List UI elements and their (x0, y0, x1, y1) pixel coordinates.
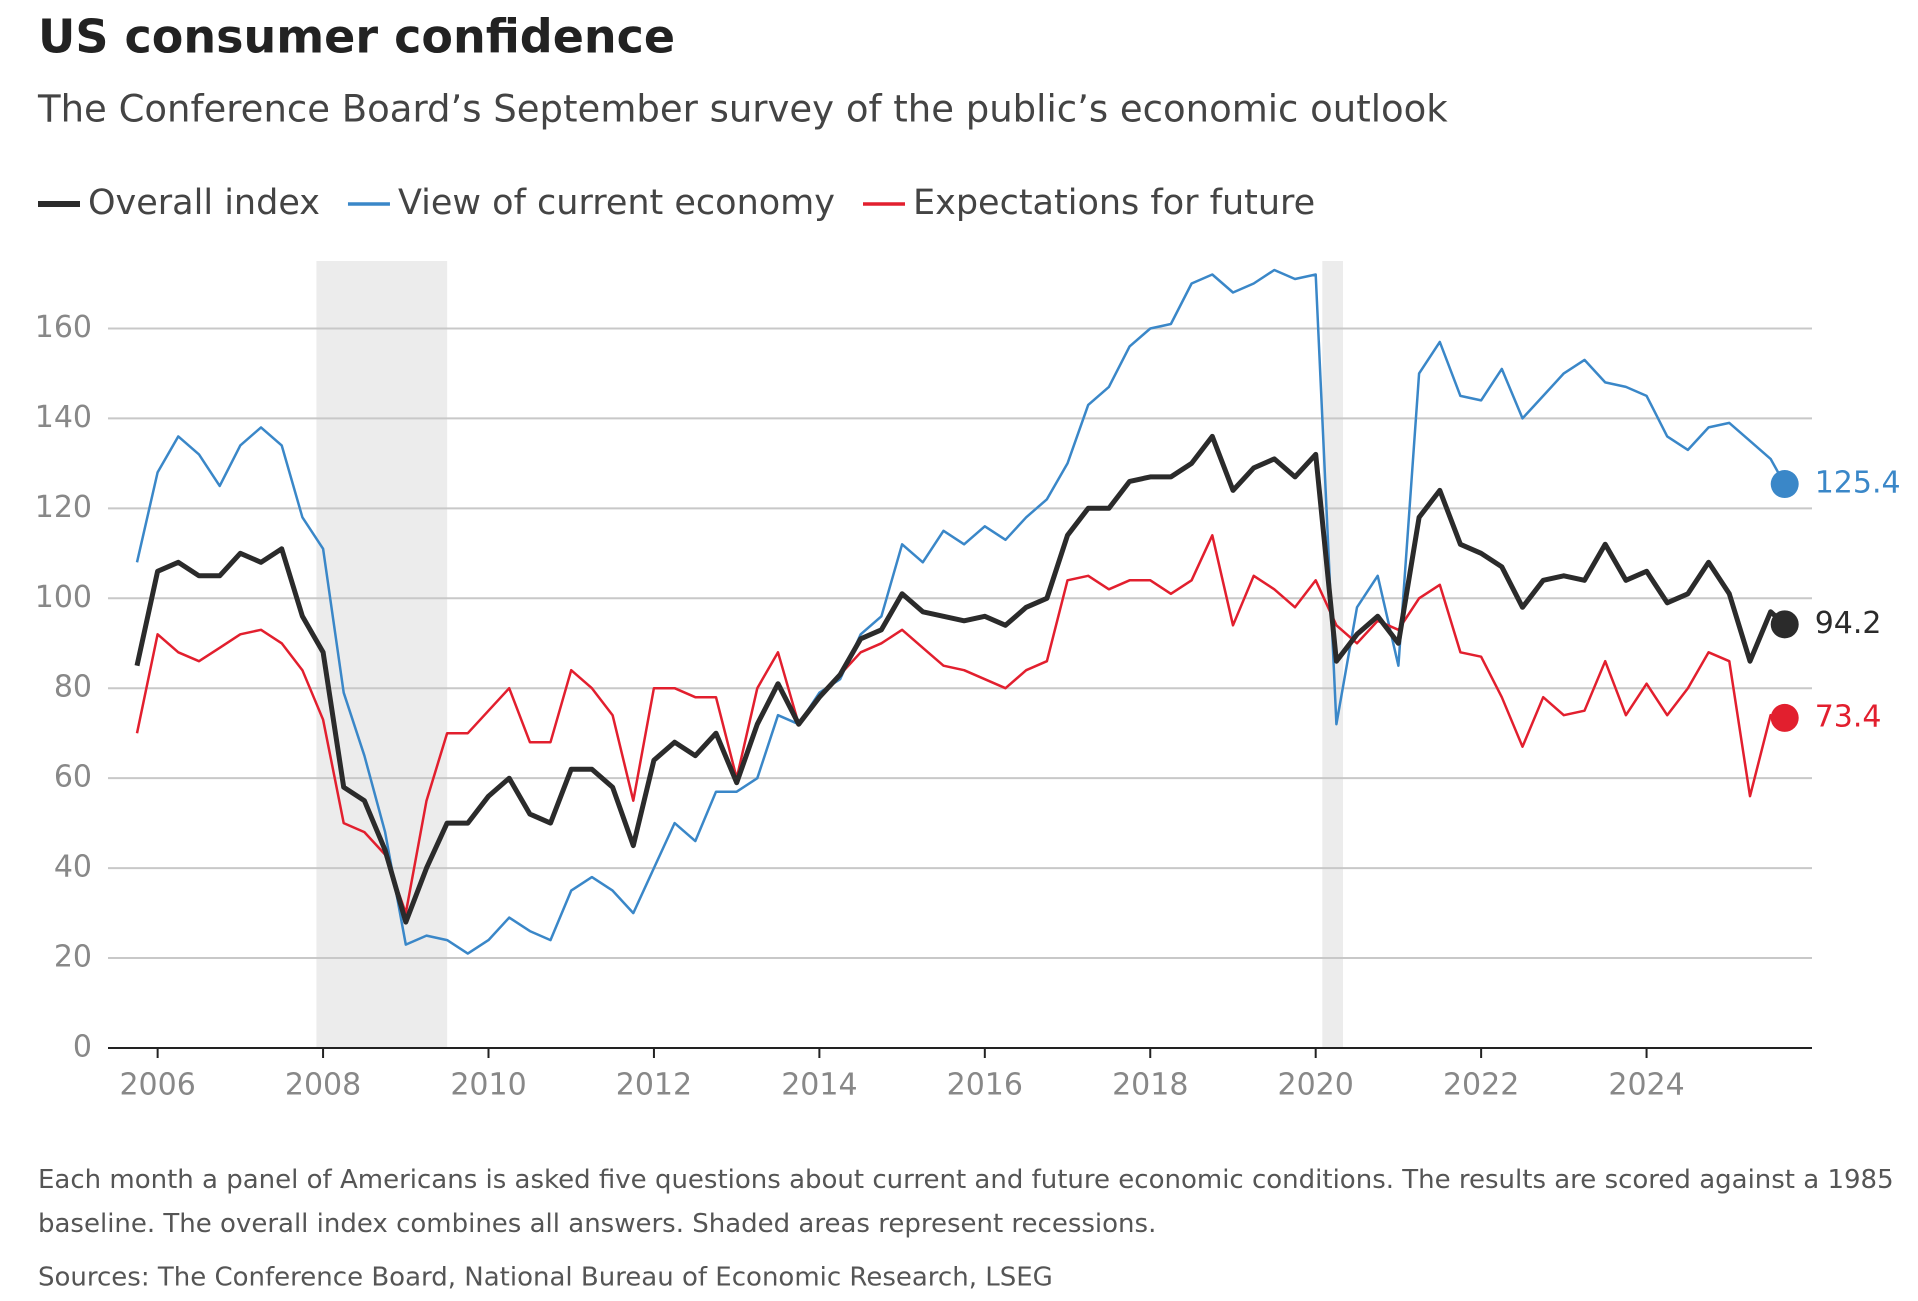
legend-label: Expectations for future (913, 183, 1315, 223)
y-tick-label: 0 (73, 1030, 92, 1065)
end-dot (1770, 470, 1799, 499)
y-tick-label: 160 (35, 310, 92, 345)
y-tick-label: 140 (35, 400, 92, 435)
series-line (135, 534, 1785, 915)
y-tick-label: 120 (35, 490, 92, 525)
legend: Overall index View of current economy Expe… (38, 183, 1315, 223)
end-label: 94.2 (1815, 606, 1882, 641)
chart-subtitle: The Conference Board’s September survey … (37, 88, 1448, 131)
chart-title: US consumer confidence (38, 10, 675, 64)
x-tick-label: 2012 (616, 1068, 692, 1103)
series-line (134, 433, 1787, 925)
x-tick-label: 2014 (781, 1068, 857, 1103)
x-tick-label: 2020 (1278, 1068, 1354, 1103)
plot: 0 20 40 60 80 100 120 140 160 2006 2008 2010 2012 201… (35, 261, 1901, 1103)
end-dot (1770, 703, 1799, 732)
x-tick-label: 2010 (450, 1068, 526, 1103)
end-label: 125.4 (1815, 466, 1901, 501)
x-tick-label: 2018 (1112, 1068, 1188, 1103)
y-tick-label: 100 (35, 580, 92, 615)
end-dot (1770, 610, 1799, 639)
y-tick-label: 40 (54, 850, 92, 885)
x-tick-label: 2008 (285, 1068, 361, 1103)
source: Sources: The Conference Board, National … (38, 1263, 1053, 1293)
legend-label: Overall index (88, 183, 320, 223)
note: Each month a panel of Americans is asked… (38, 1165, 1894, 1239)
y-tick-label: 60 (54, 760, 92, 795)
x-tick-label: 2024 (1608, 1068, 1684, 1103)
x-tick-label: 2006 (119, 1068, 195, 1103)
x-tick-label: 2016 (947, 1068, 1023, 1103)
y-tick-label: 20 (54, 940, 92, 975)
legend-label: View of current economy (398, 183, 835, 223)
y-tick-label: 80 (54, 670, 92, 705)
x-tick-label: 2022 (1443, 1068, 1519, 1103)
note-box: Each month a panel of Americans is asked… (38, 1165, 1894, 1239)
recession-band (316, 261, 448, 1048)
end-label: 73.4 (1815, 699, 1882, 734)
series-line (135, 268, 1786, 955)
